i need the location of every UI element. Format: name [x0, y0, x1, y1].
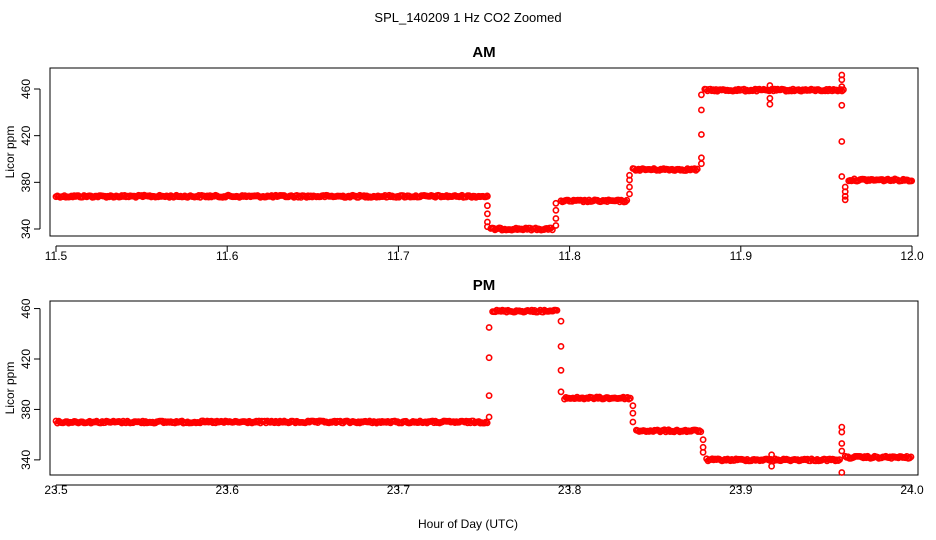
- data-point: [768, 462, 775, 470]
- x-tick-label: 11.7: [387, 249, 410, 263]
- data-points: [52, 71, 916, 234]
- data-point: [626, 394, 634, 402]
- data-point: [838, 173, 846, 180]
- data-point: [552, 199, 560, 207]
- data-point: [629, 409, 637, 417]
- data-point: [768, 451, 775, 459]
- data-point: [485, 324, 493, 331]
- y-axis-label: Licor ppm: [3, 126, 17, 179]
- data-point: [483, 192, 491, 200]
- plot-frame: [49, 67, 919, 237]
- data-point: [766, 94, 774, 102]
- data-point: [553, 306, 561, 314]
- data-point: [557, 388, 565, 396]
- data-point: [838, 447, 846, 455]
- data-point: [907, 453, 915, 461]
- panel-am: AM Licor ppm 11.5 11.6 11.7 11.8 11.9 12.0 340 38…: [3, 44, 924, 263]
- data-point: [766, 82, 774, 89]
- y-tick-label: 460: [19, 79, 33, 99]
- data-point: [766, 100, 774, 108]
- data-point: [626, 183, 633, 191]
- panel-title: PM: [473, 277, 496, 294]
- data-point: [557, 317, 565, 325]
- data-point: [549, 226, 556, 234]
- x-tick-label: 11.6: [216, 249, 239, 263]
- data-point: [693, 165, 701, 173]
- data-point: [838, 138, 846, 145]
- data-point: [698, 131, 705, 138]
- data-point: [838, 76, 846, 84]
- data-points: [52, 306, 915, 476]
- data-point: [557, 342, 565, 350]
- panels: AM Licor ppm 11.5 11.6 11.7 11.8 11.9 12.0 340 38…: [3, 44, 924, 497]
- data-point: [697, 428, 705, 436]
- data-point: [485, 392, 493, 399]
- y-tick-label: 380: [19, 172, 33, 192]
- data-point: [485, 413, 493, 421]
- data-point: [838, 101, 846, 109]
- data-point: [483, 223, 491, 231]
- data-point: [626, 190, 633, 198]
- data-point: [629, 418, 637, 426]
- x-tick-label: 23.7: [387, 483, 411, 497]
- data-point: [838, 83, 846, 91]
- data-point: [838, 440, 846, 447]
- data-point: [483, 202, 491, 210]
- y-tick-label: 380: [19, 399, 33, 419]
- data-point: [483, 419, 491, 427]
- y-axis-label: Licor ppm: [3, 362, 17, 415]
- y-tick-label: 420: [19, 125, 33, 145]
- x-tick-label: 11.9: [730, 249, 753, 263]
- data-point: [699, 436, 707, 444]
- figure-title: SPL_140209 1 Hz CO2 Zoomed: [374, 10, 561, 25]
- x-tick-label: 23.9: [729, 483, 753, 497]
- data-point: [623, 196, 631, 204]
- data-point: [552, 206, 560, 214]
- y-tick-label: 460: [19, 298, 33, 318]
- y-tick-label: 340: [19, 450, 33, 470]
- x-tick-label: 12.0: [900, 249, 924, 263]
- data-point: [483, 210, 491, 218]
- panel-pm: PM Licor ppm 23.5 23.6 23.7 23.8 23.9 24.0 340 38…: [3, 277, 924, 497]
- data-point: [908, 177, 916, 185]
- data-point: [552, 222, 560, 229]
- panel-title: AM: [472, 44, 495, 61]
- data-point: [838, 469, 846, 476]
- data-point: [626, 171, 633, 179]
- y-tick-label: 340: [19, 219, 33, 239]
- data-point: [557, 366, 565, 374]
- x-tick-label: 11.5: [45, 249, 68, 263]
- data-point: [698, 91, 705, 99]
- data-point: [629, 402, 637, 410]
- data-point: [698, 160, 705, 168]
- data-point: [552, 215, 560, 222]
- data-point: [841, 196, 849, 204]
- data-point: [838, 423, 846, 431]
- data-point: [699, 448, 707, 456]
- plot-frame: [49, 300, 919, 476]
- x-axis-label: Hour of Day (UTC): [418, 517, 518, 531]
- data-point: [841, 183, 849, 191]
- data-point: [698, 106, 705, 114]
- data-point: [622, 198, 629, 206]
- data-point: [485, 354, 493, 362]
- data-point: [522, 224, 530, 232]
- data-point: [698, 154, 705, 162]
- x-tick-label: 24.0: [900, 483, 924, 497]
- data-point: [836, 456, 843, 463]
- x-tick-label: 23.6: [216, 483, 240, 497]
- y-tick-label: 420: [19, 349, 33, 369]
- x-tick-label: 11.8: [558, 249, 581, 263]
- x-tick-label: 23.5: [44, 483, 68, 497]
- x-tick-label: 23.8: [558, 483, 582, 497]
